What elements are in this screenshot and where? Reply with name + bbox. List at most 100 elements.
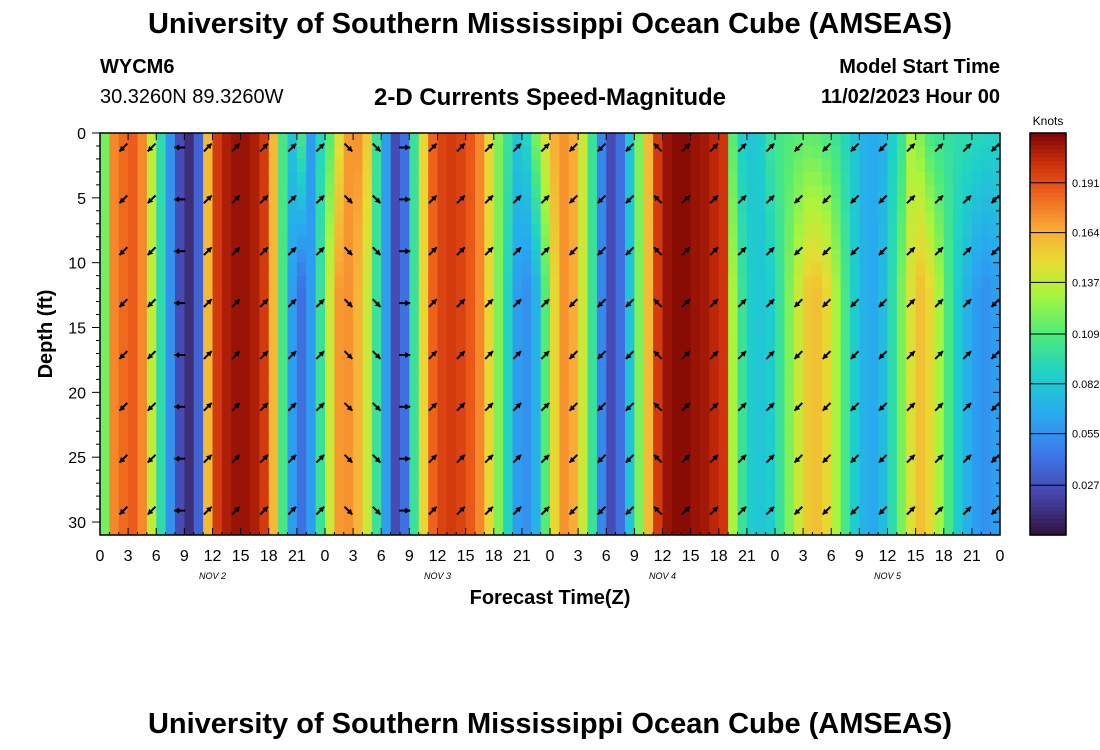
heat-cell — [718, 457, 729, 471]
heat-cell — [540, 379, 551, 393]
heat-cell — [409, 496, 420, 510]
heat-cell — [962, 314, 973, 329]
heat-cell — [325, 133, 335, 147]
heat-cell — [503, 405, 514, 419]
heat-cell — [953, 457, 964, 471]
heat-cell — [268, 158, 279, 173]
heat-cell — [850, 288, 860, 303]
heat-cell — [231, 366, 242, 380]
heat-cell — [878, 444, 889, 458]
heat-cell — [268, 184, 279, 199]
heat-cell — [578, 379, 589, 393]
colorbar-segment — [1030, 502, 1066, 508]
heat-cell — [812, 301, 823, 316]
current-arrow — [596, 350, 607, 360]
heat-cell — [240, 496, 251, 510]
colorbar-segment — [1030, 269, 1066, 275]
heat-cell — [671, 145, 682, 160]
heat-cell — [184, 223, 195, 238]
heat-cell — [859, 314, 870, 329]
heat-cell — [418, 314, 429, 329]
current-arrow — [568, 142, 579, 153]
heat-cell — [446, 431, 457, 445]
heat-cell — [915, 496, 926, 510]
heat-cell — [981, 366, 992, 380]
heat-cell — [643, 496, 654, 510]
current-arrow — [428, 402, 438, 412]
heat-cell — [887, 431, 898, 445]
heat-cell — [118, 509, 129, 523]
heat-cell — [146, 444, 157, 458]
heat-cell — [990, 223, 1000, 238]
heat-cell — [175, 249, 185, 264]
heat-cell — [390, 522, 401, 535]
heat-cell — [503, 171, 514, 186]
heat-cell — [643, 288, 654, 303]
heat-cell — [165, 236, 176, 251]
heat-cell — [409, 262, 420, 277]
heat-cell — [128, 184, 139, 199]
heat-cell — [137, 133, 148, 147]
heat-cell — [756, 171, 767, 186]
heat-cell — [896, 301, 907, 316]
heat-cell — [850, 522, 860, 535]
heat-cell — [156, 431, 167, 445]
heat-cell — [221, 210, 232, 225]
heat-cell — [737, 327, 748, 342]
heat-cell — [137, 158, 148, 173]
heat-cell — [606, 275, 617, 290]
heat-cell — [475, 405, 485, 419]
heat-cell — [812, 457, 823, 471]
heat-cell — [962, 197, 973, 212]
heat-cell — [709, 405, 720, 419]
current-arrow — [287, 505, 297, 516]
heat-cell — [503, 509, 514, 523]
heat-cell — [578, 483, 589, 497]
heat-cell — [596, 275, 607, 290]
heat-cell — [775, 457, 785, 471]
heat-cell — [662, 496, 673, 510]
heat-cell — [381, 133, 392, 147]
heat-cell — [934, 133, 945, 147]
heat-cell — [109, 301, 120, 316]
heat-cell — [278, 405, 289, 419]
heat-cell — [925, 262, 935, 277]
heat-cell — [840, 431, 851, 445]
heat-cell — [100, 223, 110, 238]
heat-cell — [568, 262, 579, 277]
heat-cell — [606, 262, 617, 277]
heat-cell — [390, 470, 401, 484]
heat-cell — [578, 522, 589, 535]
heat-cell — [840, 366, 851, 380]
heat-cell — [831, 509, 842, 523]
heat-cell — [971, 301, 982, 316]
heat-cell — [653, 457, 664, 471]
heat-cell — [821, 379, 832, 393]
current-arrow — [906, 298, 916, 308]
heat-cell — [109, 223, 120, 238]
heat-cell — [981, 392, 992, 406]
heat-cell — [596, 444, 607, 458]
heat-cell — [531, 262, 542, 277]
heat-cell — [456, 444, 467, 458]
heat-cell — [596, 509, 607, 523]
current-arrow — [146, 402, 157, 412]
heat-cell — [962, 262, 973, 277]
heat-cell — [578, 223, 589, 238]
heat-cell — [128, 496, 139, 510]
heat-cell — [353, 509, 364, 523]
heat-cell — [587, 470, 598, 484]
heat-cell — [184, 470, 195, 484]
current-arrow — [737, 298, 747, 308]
heat-cell — [259, 457, 270, 471]
heat-cell — [756, 418, 767, 432]
heat-cell — [765, 145, 776, 160]
heat-cell — [868, 314, 879, 329]
heat-cell — [690, 366, 701, 380]
current-arrow — [962, 505, 972, 516]
colorbar-segment — [1030, 522, 1066, 528]
current-arrow — [231, 454, 241, 464]
colorbar-segment — [1030, 434, 1066, 440]
heat-cell — [437, 509, 448, 523]
heat-cell — [231, 509, 242, 523]
